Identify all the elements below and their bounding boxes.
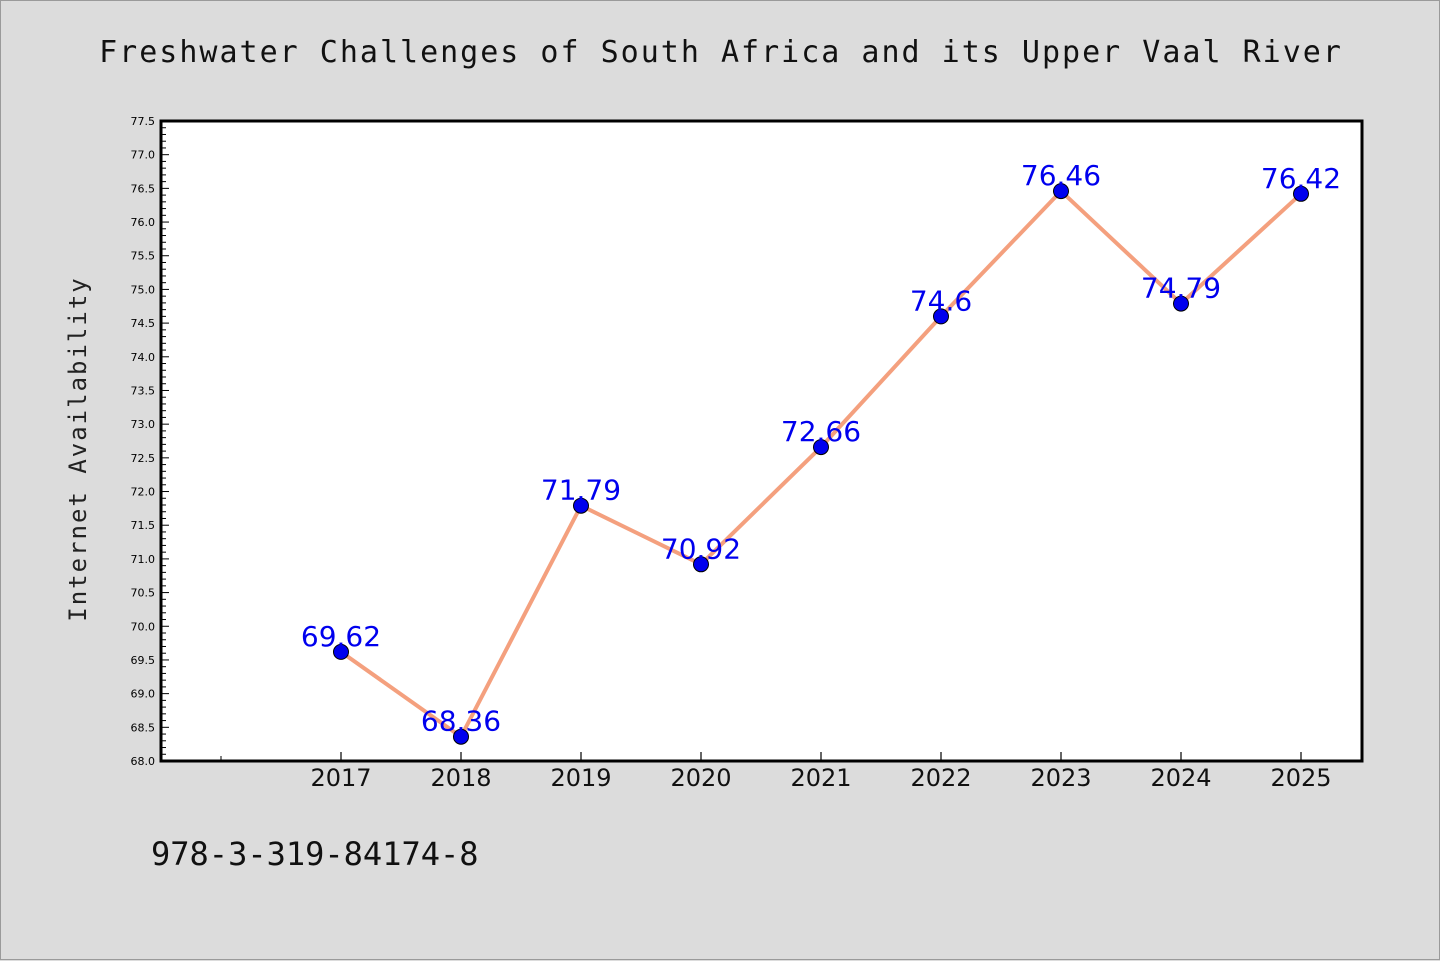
y-tick-label: 77.5 [131,115,156,128]
y-tick-label: 71.0 [131,553,156,566]
y-tick-label: 73.5 [131,384,156,397]
data-label: 76.42 [1261,162,1341,195]
footer-code: 978-3-319-84174-8 [151,835,479,873]
data-label: 72.66 [781,415,861,448]
y-tick-label: 69.0 [131,688,156,701]
data-label: 70.92 [661,532,741,565]
x-tick-label: 2018 [430,764,491,792]
y-tick-label: 70.5 [131,587,156,600]
x-tick-label: 2019 [550,764,611,792]
series-markers [333,183,1309,745]
x-tick-label: 2017 [310,764,371,792]
data-point [1053,183,1069,200]
x-tick-label: 2020 [670,764,731,792]
data-point [813,439,829,456]
data-label: 76.46 [1021,159,1101,192]
y-tick-label: 70.0 [131,620,156,633]
y-tick-label: 68.5 [131,721,156,734]
data-label: 68.36 [421,705,501,738]
data-point [693,556,709,573]
data-label: 71.79 [541,474,621,507]
chart-title: Freshwater Challenges of South Africa an… [99,35,1343,70]
y-tick-label: 71.5 [131,519,156,532]
x-tick-label: 2024 [1150,764,1211,792]
data-point [453,728,469,745]
data-label: 69.62 [301,620,381,653]
x-tick-label: 2021 [790,764,851,792]
y-tick-label: 76.0 [131,216,156,229]
y-tick-label: 72.0 [131,486,156,499]
plot-frame [159,119,1364,763]
data-point [573,497,589,514]
y-tick-label: 76.5 [131,182,156,195]
x-tick-label: 2022 [910,764,971,792]
x-axis-ticks: 2017 2018 2019 2020 2021 2022 2023 2024 2025 [310,752,1332,792]
y-tick-label: 69.5 [131,654,156,667]
x-tick-label: 2025 [1270,764,1331,792]
data-point [1173,295,1189,312]
y-tick-label: 75.0 [131,283,156,296]
y-tick-label: 72.5 [131,452,156,465]
y-axis-ticks: 68.0 68.5 69.0 69.5 70.0 70.5 71.0 71.5 72.0 72.5… [131,115,169,768]
data-point [333,643,349,660]
data-label: 74.6 [910,284,972,317]
y-tick-label: 74.5 [131,317,156,330]
y-tick-label: 77.0 [131,149,156,162]
data-labels: 69.62 68.36 71.79 70.92 72.66 74.6 76.46 74.79 7… [301,159,1341,738]
y-tick-label: 74.0 [131,351,156,364]
x-tick-label: 2023 [1030,764,1091,792]
data-label: 74.79 [1141,272,1221,305]
data-point [933,308,949,325]
y-tick-label: 68.0 [131,755,156,768]
plot-area [161,121,1362,761]
y-tick-label: 73.0 [131,418,156,431]
data-point [1293,185,1309,202]
y-tick-label: 75.5 [131,250,156,263]
